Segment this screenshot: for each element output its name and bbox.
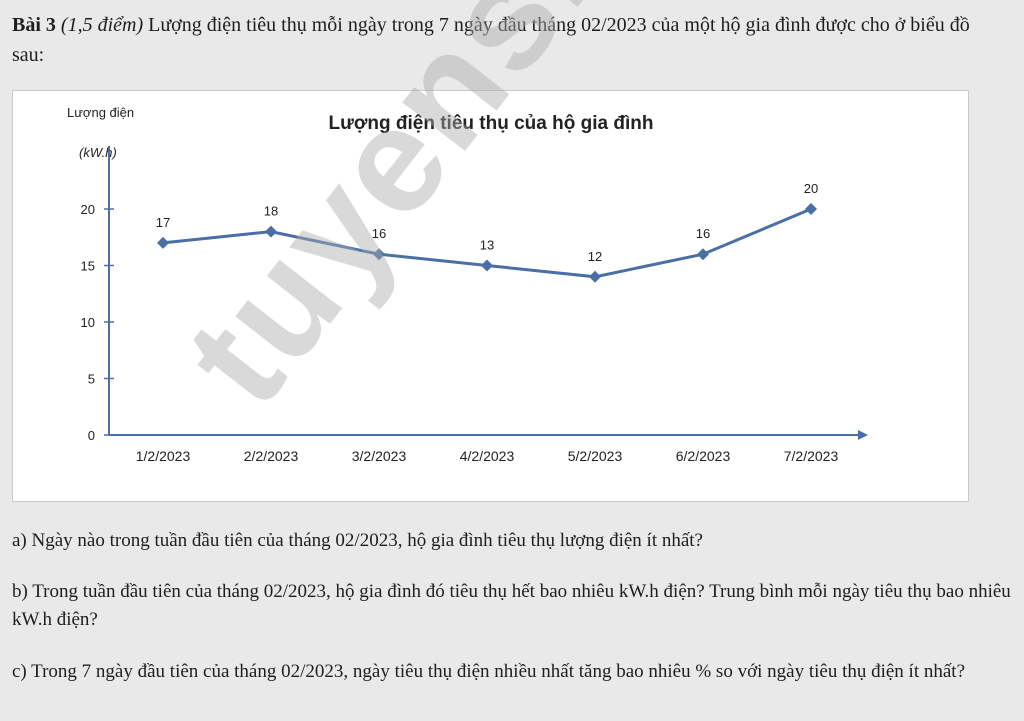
y-tick-label: 20: [81, 202, 95, 217]
y-tick-label: 15: [81, 259, 95, 274]
data-point: [373, 248, 385, 261]
x-tick-label: 4/2/2023: [460, 448, 515, 464]
y-axis-unit: (kW.h): [79, 145, 117, 160]
problem-number: Bài 3: [12, 14, 56, 36]
chart-container: Lượng điện tiêu thụ của hộ gia đình Lượng…: [12, 90, 969, 502]
question-a: a) Ngày nào trong tuần đầu tiên của thán…: [12, 530, 703, 551]
x-tick-label: 1/2/2023: [136, 448, 191, 464]
data-label: 16: [372, 226, 386, 241]
data-label: 13: [480, 238, 494, 253]
problem-intro-text: Lượng điện tiêu thụ mỗi ngày trong 7 ngà…: [12, 14, 970, 66]
data-point: [805, 203, 817, 215]
data-point: [481, 259, 493, 272]
x-tick-label: 5/2/2023: [568, 448, 623, 464]
problem-points: (1,5 điểm): [60, 14, 144, 36]
data-point: [265, 225, 277, 238]
data-point: [589, 270, 601, 283]
x-tick-label: 2/2/2023: [244, 448, 299, 464]
x-tick-label: 6/2/2023: [676, 448, 731, 464]
x-tick-label: 3/2/2023: [352, 448, 407, 464]
data-label: 17: [156, 215, 170, 230]
y-tick-label: 5: [88, 372, 95, 387]
y-axis-label: Lượng điện: [67, 105, 134, 120]
problem-intro: Bài 3 (1,5 điểm) Lượng điện tiêu thụ mỗi…: [12, 10, 1002, 70]
line-chart: Lượng điện tiêu thụ của hộ gia đình Lượng…: [67, 105, 868, 464]
question-c: c) Trong 7 ngày đầu tiên của tháng 02/20…: [12, 661, 966, 682]
data-label: 20: [804, 181, 818, 196]
y-tick-label: 0: [88, 428, 95, 443]
data-point: [697, 248, 709, 261]
data-label: 18: [264, 204, 278, 219]
data-label: 16: [696, 226, 710, 241]
y-tick-label: 10: [81, 315, 95, 330]
question-b: b) Trong tuần đầu tiên của tháng 02/2023…: [12, 581, 1011, 630]
data-point: [157, 236, 169, 249]
x-axis-arrow: [858, 430, 868, 440]
data-label: 12: [588, 249, 602, 264]
x-tick-label: 7/2/2023: [784, 448, 839, 464]
chart-title: Lượng điện tiêu thụ của hộ gia đình: [329, 113, 654, 134]
